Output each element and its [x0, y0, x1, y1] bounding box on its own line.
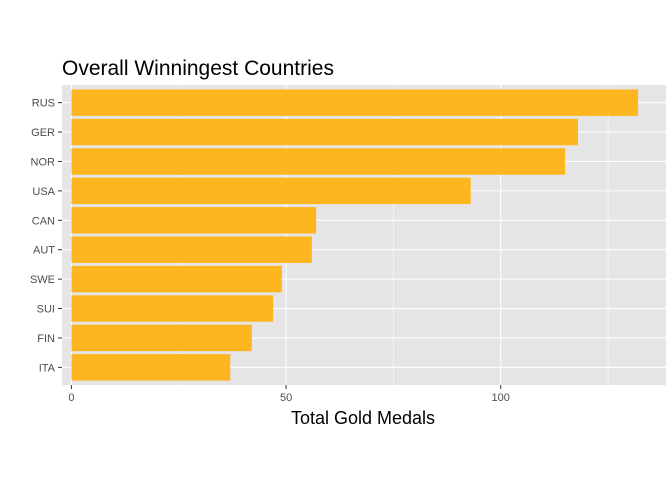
- bar-swe: [71, 265, 282, 293]
- y-tick-label: GER: [31, 127, 55, 139]
- y-tick-label: CAN: [32, 215, 55, 227]
- bar-fin: [71, 324, 252, 352]
- bar-sui: [71, 295, 274, 322]
- bar-usa: [71, 177, 471, 205]
- x-tick-label: 100: [492, 392, 510, 404]
- y-tick-label: RUS: [32, 98, 55, 110]
- x-tick-label: 0: [68, 392, 74, 404]
- x-axis-title: Total Gold Medals: [291, 408, 435, 428]
- bar-aut: [71, 236, 312, 263]
- x-axis: 0 50 100: [68, 385, 510, 404]
- y-tick-label: SWE: [30, 274, 55, 286]
- bar-rus: [71, 89, 639, 116]
- bar-can: [71, 207, 317, 234]
- chart-title: Overall Winningest Countries: [62, 57, 334, 80]
- bar-ita: [71, 354, 231, 381]
- y-tick-label: NOR: [31, 156, 56, 168]
- y-tick-label: AUT: [33, 245, 55, 257]
- bar-ger: [71, 118, 578, 146]
- y-tick-label: ITA: [39, 362, 56, 374]
- y-tick-label: USA: [32, 186, 55, 198]
- x-tick-label: 50: [280, 392, 292, 404]
- bar-nor: [71, 148, 566, 175]
- bar-layer: [71, 89, 639, 381]
- y-axis: RUS GER NOR USA CAN AUT SWE SUI FIN ITA: [30, 98, 62, 374]
- y-tick-label: FIN: [37, 333, 55, 345]
- y-tick-label: SUI: [37, 304, 55, 316]
